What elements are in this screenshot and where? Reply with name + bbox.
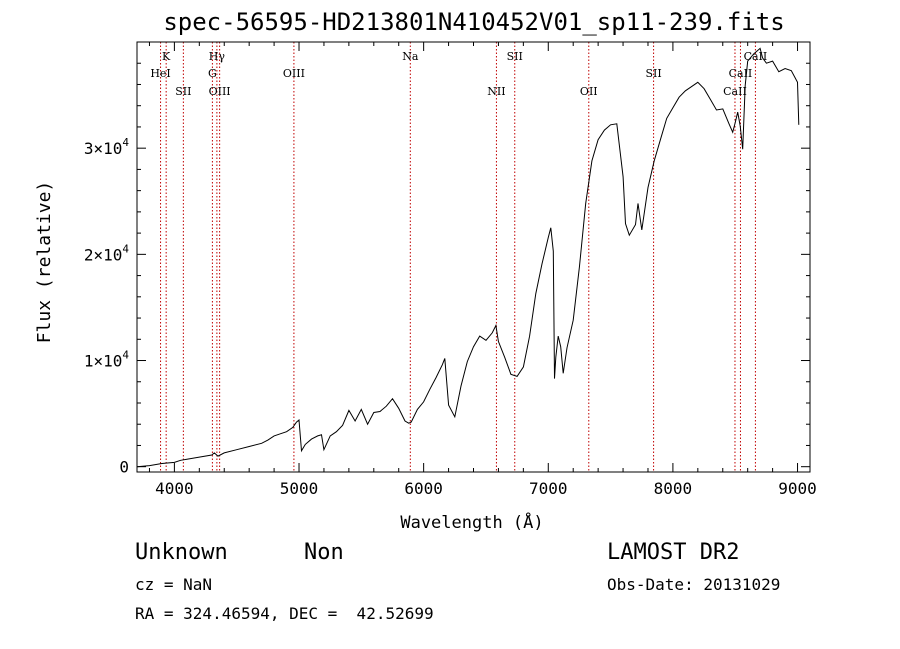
axis-ticks: 4000 5000 6000 7000 8000 9000 0 1×104 2×104 3×104 [84,42,817,498]
y-tick-label-1: 1×104 [84,349,130,371]
coordinates-label: RA = 324.46594, DEC = 42.52699 [135,604,434,623]
y-tick-label-3: 3×104 [84,136,130,158]
classification-label: Unknown [135,540,228,565]
line-label-3: Hγ [209,50,226,63]
line-label-7: Na [402,50,419,63]
x-tick-label-3: 7000 [529,479,568,498]
redshift-label: cz = NaN [135,575,213,594]
line-label-9: SII [507,50,523,63]
line-label-8: NII [487,85,505,98]
line-label-4: G [208,67,217,80]
plot-frame [136,41,811,473]
line-label-13: CaII [729,67,753,80]
y-tick-label-2: 2×104 [84,242,130,264]
x-tick-label-4: 8000 [654,479,693,498]
x-tick-label-0: 4000 [155,479,194,498]
line-label-1: HeI [150,67,170,80]
line-label-2: SII [175,85,191,98]
survey-label: LAMOST DR2 [607,540,740,565]
line-label-10: OII [580,85,598,98]
line-label-14: CaII [723,85,747,98]
spectrum-line [136,47,800,468]
line-label-5: OIII [209,85,231,98]
y-axis-label: Flux (relative) [34,181,55,344]
x-tick-label-1: 5000 [280,479,319,498]
line-label-6: OIII [283,67,305,80]
x-tick-label-2: 6000 [404,479,443,498]
line-markers: K HeI SII Hγ G OIII OIII Na NII SII OII SII CaII CaII… [150,42,767,472]
line-label-0: K [162,50,171,63]
obs-date-label: Obs-Date: 20131029 [607,575,781,594]
line-label-11: SII [645,67,661,80]
y-tick-label-0: 0 [119,458,129,477]
x-tick-label-5: 9000 [778,479,817,498]
subclass-label: Non [304,540,344,565]
x-axis-label: Wavelength (Å) [400,511,543,533]
chart-title: spec-56595-HD213801N410452V01_sp11-239.f… [163,8,785,36]
